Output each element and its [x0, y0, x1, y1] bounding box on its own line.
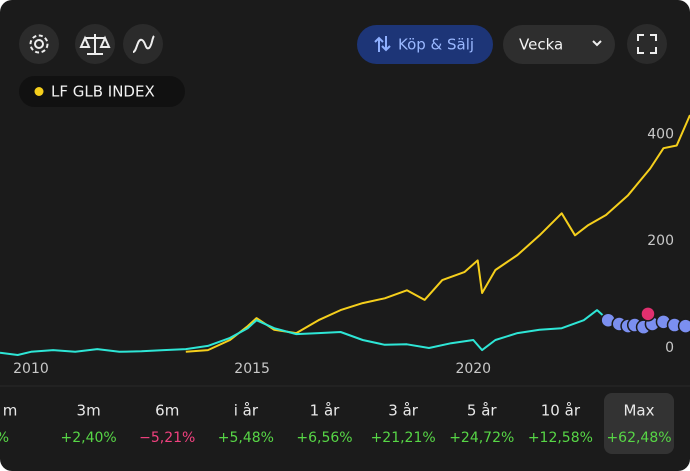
period-tab[interactable]: m 6% — [0, 402, 17, 447]
trade-marker — [640, 306, 656, 322]
period-change: +6,56% — [296, 430, 352, 446]
period-select-label: Vecka — [519, 36, 563, 54]
period-label: m — [3, 402, 18, 420]
y-tick-label: 0 — [665, 340, 674, 356]
period-change: +5,48% — [218, 430, 274, 446]
period-label: Max — [623, 402, 654, 420]
period-tab[interactable]: Max +62,48% — [604, 393, 674, 454]
period-select[interactable]: Vecka — [503, 25, 615, 64]
period-change: +12,58% — [528, 430, 593, 446]
trade-marker — [677, 318, 690, 334]
period-change: +62,48% — [606, 430, 671, 446]
period-change: +21,21% — [371, 430, 436, 446]
period-change: 6% — [0, 430, 9, 446]
period-label: 10 år — [541, 402, 581, 420]
period-label: 3m — [77, 402, 101, 420]
period-change: −5,21% — [139, 430, 195, 446]
period-change: +2,40% — [61, 430, 117, 446]
x-tick-label: 2015 — [234, 361, 270, 377]
settings-button[interactable] — [19, 24, 59, 64]
legend-label: LF GLB INDEX — [51, 83, 155, 101]
period-label: 6m — [155, 402, 179, 420]
period-tab[interactable]: 1 år +6,56% — [296, 402, 352, 447]
period-tab[interactable]: i år +5,48% — [218, 402, 274, 447]
period-change: +24,72% — [449, 430, 514, 446]
legend: LF GLB INDEX — [19, 76, 185, 107]
period-tab[interactable]: 5 år +24,72% — [449, 402, 514, 447]
x-tick-label: 2010 — [13, 361, 49, 377]
fullscreen-button[interactable] — [627, 24, 667, 64]
period-label: 5 år — [467, 402, 498, 420]
y-tick-label: 200 — [647, 233, 674, 249]
period-tab[interactable]: 10 år +12,58% — [528, 402, 593, 447]
chart-type-button[interactable] — [123, 24, 163, 64]
period-tab[interactable]: 6m −5,21% — [139, 402, 195, 447]
series-line — [0, 309, 607, 356]
buy-sell-label: Köp & Sälj — [398, 36, 474, 54]
period-tab[interactable]: 3m +2,40% — [61, 402, 117, 447]
period-label: 3 år — [388, 402, 419, 420]
selected-tab-bg — [604, 393, 674, 454]
y-tick-label: 400 — [647, 126, 674, 142]
compare-button[interactable] — [75, 24, 115, 64]
period-label: 1 år — [310, 402, 341, 420]
period-tab[interactable]: 3 år +21,21% — [371, 402, 436, 447]
x-tick-label: 2020 — [455, 361, 491, 377]
period-label: i år — [234, 402, 259, 420]
buy-sell-button[interactable]: Köp & Sälj — [357, 25, 493, 64]
